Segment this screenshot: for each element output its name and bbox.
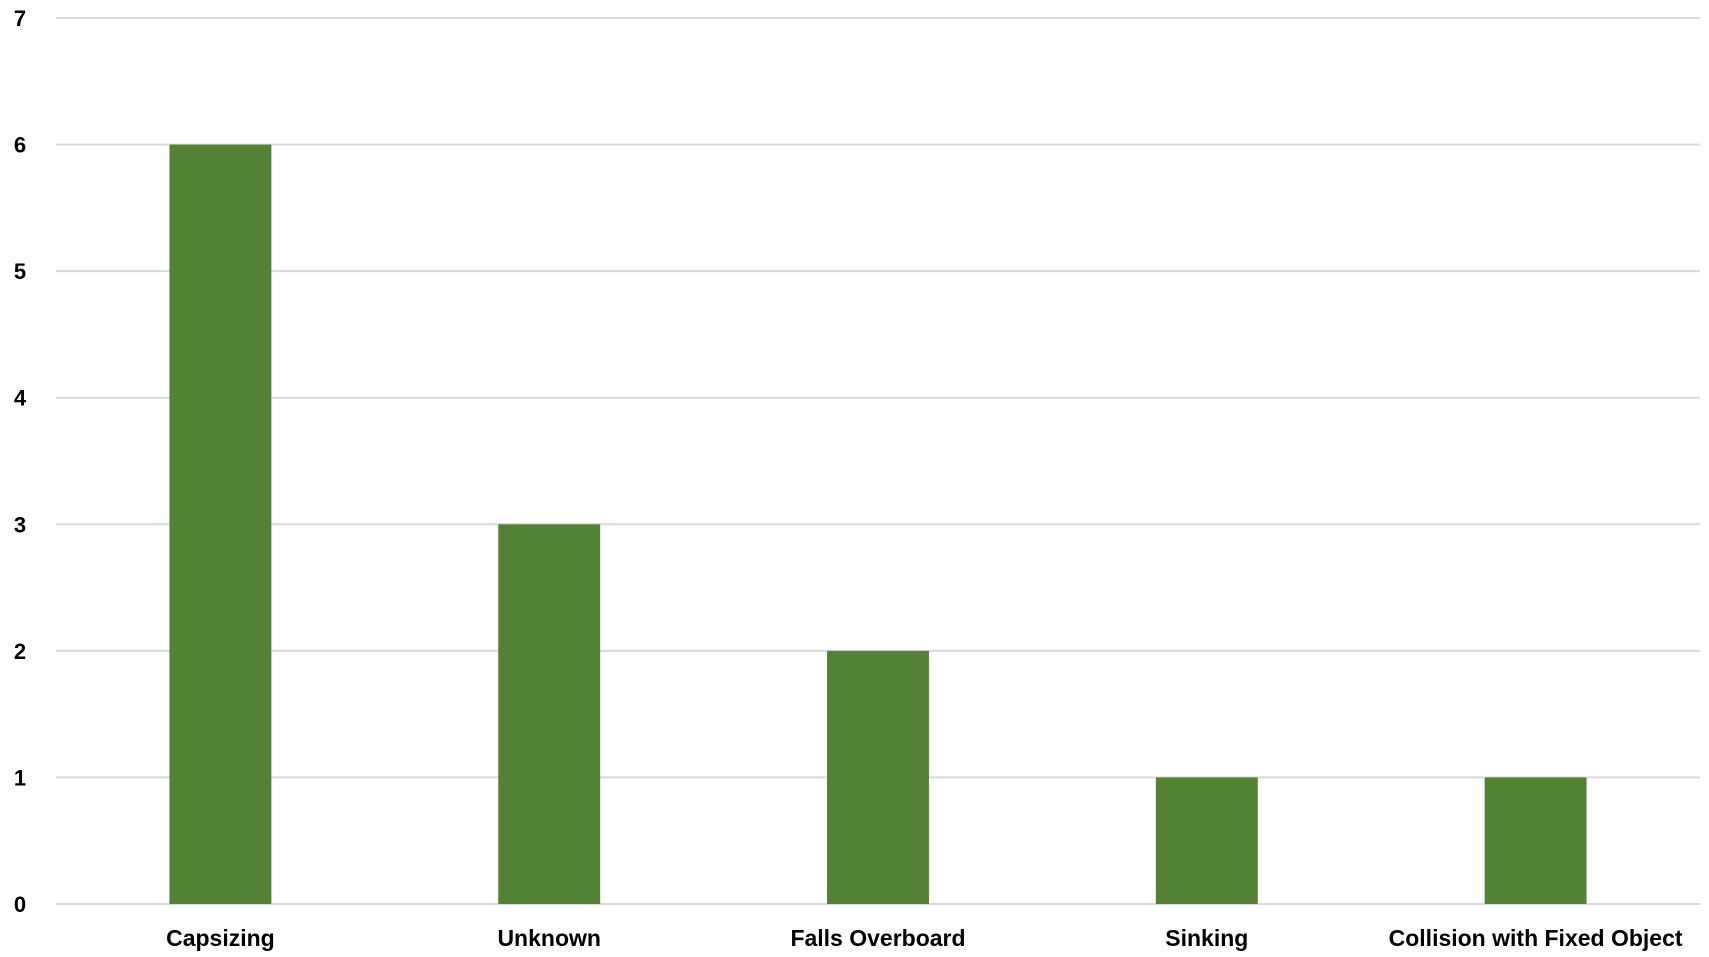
y-tick-label: 5 [14, 259, 26, 284]
bar-falls-overboard [827, 650, 929, 904]
bar-unknown [498, 524, 601, 904]
category-label: Sinking [1165, 925, 1248, 951]
bar-sinking [1155, 777, 1258, 904]
y-tick-label: 2 [14, 639, 26, 664]
category-label: Collision with Fixed Object [1389, 925, 1683, 951]
y-tick-label: 6 [14, 133, 26, 158]
y-axis-tick-labels: 0 1 2 3 4 5 6 7 [14, 6, 27, 917]
y-tick-label: 1 [14, 765, 26, 790]
category-label: Capsizing [166, 925, 275, 951]
category-label: Unknown [497, 925, 601, 951]
category-label: Falls Overboard [790, 925, 965, 951]
y-tick-label: 4 [14, 386, 27, 411]
x-axis-category-labels: Capsizing Unknown Falls Overboard Sinking Co… [166, 925, 1683, 951]
y-tick-label: 7 [14, 6, 26, 31]
bar-collision-with-fixed-object [1484, 777, 1587, 904]
bar-capsizing [169, 144, 272, 905]
bars [169, 144, 1587, 905]
y-tick-label: 3 [14, 512, 26, 537]
y-tick-label: 0 [14, 892, 26, 917]
